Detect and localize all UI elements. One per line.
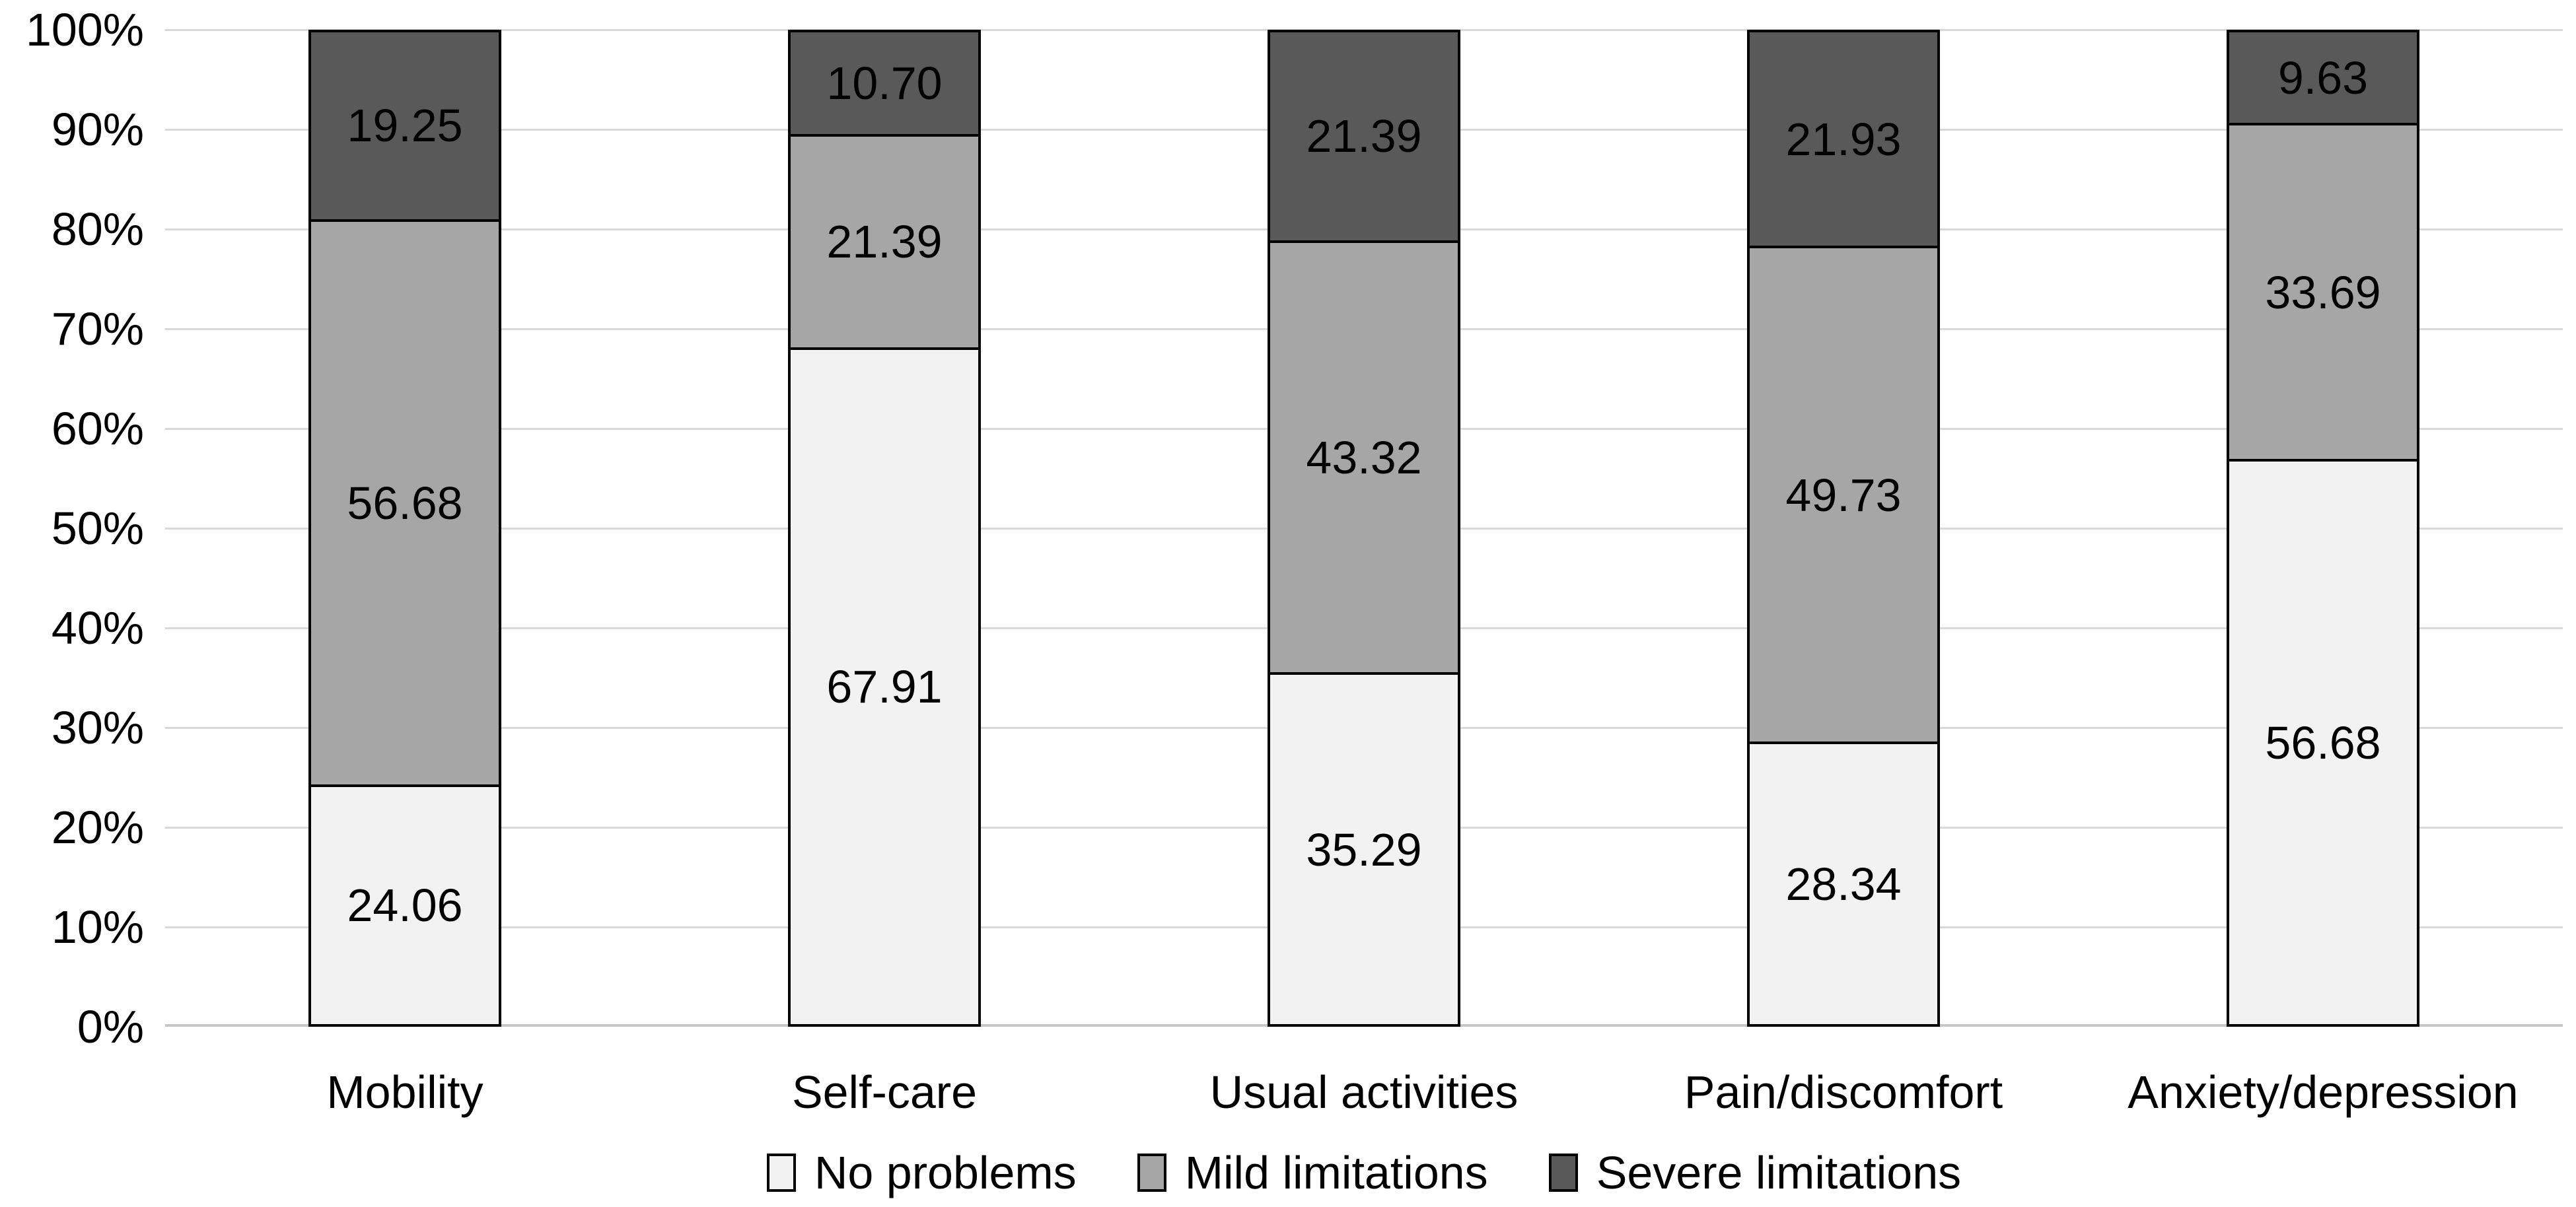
- legend-item-mild-limitations: Mild limitations: [1137, 1146, 1488, 1199]
- bar-mobility: 19.25 56.68 24.06: [308, 30, 501, 1027]
- legend-swatch-icon: [766, 1154, 796, 1192]
- data-label: 56.68: [2265, 717, 2381, 769]
- bar-slot-pain-discomfort: 21.93 49.73 28.34: [1604, 30, 2083, 1027]
- bar-segment-mild-limitations: 43.32: [1268, 242, 1460, 675]
- data-label: 56.68: [347, 477, 463, 529]
- x-axis-label-pain-discomfort: Pain/discomfort: [1684, 1066, 2003, 1118]
- bars-layer: 19.25 56.68 24.06 10.70 21.39 67.91 21.39 43.32…: [165, 30, 2563, 1027]
- bar-segment-severe-limitations: 21.93: [1747, 30, 1940, 249]
- data-label: 35.29: [1306, 823, 1422, 876]
- y-axis-tick-label: 100%: [25, 4, 144, 55]
- bar-segment-mild-limitations: 21.39: [788, 136, 981, 350]
- y-axis-tick-label: 30%: [51, 702, 144, 753]
- y-axis-tick-label: 50%: [51, 502, 144, 554]
- legend-item-severe-limitations: Severe limitations: [1548, 1146, 1962, 1199]
- y-axis-tick-label: 20%: [51, 802, 144, 853]
- bar-anxiety-depression: 9.63 33.69 56.68: [2227, 30, 2419, 1027]
- legend-label: No problems: [814, 1147, 1077, 1198]
- bar-usual-activities: 21.39 43.32 35.29: [1268, 30, 1460, 1027]
- legend: No problems Mild limitations Severe limita…: [165, 1146, 2563, 1199]
- bar-segment-severe-limitations: 19.25: [308, 30, 501, 222]
- x-axis-labels: Mobility Self-care Usual activities Pain/di…: [165, 1064, 2563, 1120]
- bar-segment-mild-limitations: 49.73: [1747, 248, 1940, 745]
- data-label: 19.25: [347, 100, 463, 152]
- bar-segment-severe-limitations: 9.63: [2227, 30, 2419, 126]
- data-label: 28.34: [1785, 858, 1902, 911]
- x-axis-label-anxiety-depression: Anxiety/depression: [2128, 1066, 2519, 1118]
- y-axis-tick-label: 80%: [51, 203, 144, 255]
- bar-segment-no-problems: 56.68: [2227, 462, 2419, 1027]
- legend-swatch-icon: [1548, 1154, 1578, 1192]
- plot-area: 19.25 56.68 24.06 10.70 21.39 67.91 21.39 43.32…: [165, 29, 2563, 1027]
- y-axis-tick-label: 40%: [51, 602, 144, 654]
- bar-segment-no-problems: 24.06: [308, 786, 501, 1027]
- bar-segment-no-problems: 67.91: [788, 349, 981, 1027]
- x-axis-label-usual-activities: Usual activities: [1209, 1066, 1519, 1118]
- data-label: 33.69: [2265, 266, 2381, 318]
- legend-item-no-problems: No problems: [766, 1146, 1077, 1199]
- data-label: 21.39: [1306, 110, 1422, 162]
- bar-segment-severe-limitations: 21.39: [1268, 30, 1460, 243]
- x-axis-label-mobility: Mobility: [326, 1066, 483, 1118]
- data-label: 49.73: [1785, 469, 1902, 521]
- y-axis-tick-label: 60%: [51, 403, 144, 454]
- bar-pain-discomfort: 21.93 49.73 28.34: [1747, 30, 1940, 1027]
- data-label: 10.70: [826, 57, 943, 109]
- data-label: 9.63: [2277, 52, 2369, 104]
- bar-segment-mild-limitations: 56.68: [308, 221, 501, 787]
- data-label: 24.06: [347, 879, 463, 932]
- x-axis-label-self-care: Self-care: [791, 1066, 978, 1118]
- y-axis-tick-label: 10%: [51, 901, 144, 953]
- bar-slot-anxiety-depression: 9.63 33.69 56.68: [2083, 30, 2563, 1027]
- bar-slot-mobility: 19.25 56.68 24.06: [165, 30, 645, 1027]
- legend-label: Severe limitations: [1596, 1147, 1962, 1198]
- data-label: 21.93: [1785, 113, 1902, 165]
- bar-slot-usual-activities: 21.39 43.32 35.29: [1124, 30, 1604, 1027]
- y-axis-tick-label: 90%: [51, 104, 144, 155]
- bar-segment-no-problems: 28.34: [1747, 744, 1940, 1027]
- bar-segment-mild-limitations: 33.69: [2227, 125, 2419, 462]
- bar-segment-severe-limitations: 10.70: [788, 30, 981, 137]
- legend-swatch-icon: [1137, 1154, 1166, 1192]
- data-label: 67.91: [826, 661, 943, 713]
- legend-label: Mild limitations: [1184, 1147, 1488, 1198]
- y-axis-tick-label: 70%: [51, 303, 144, 355]
- y-axis-tick-label: 0%: [77, 1001, 144, 1052]
- data-label: 43.32: [1306, 432, 1422, 484]
- data-label: 21.39: [826, 216, 943, 268]
- bar-segment-no-problems: 35.29: [1268, 675, 1460, 1027]
- bar-slot-self-care: 10.70 21.39 67.91: [645, 30, 1124, 1027]
- bar-self-care: 10.70 21.39 67.91: [788, 30, 981, 1027]
